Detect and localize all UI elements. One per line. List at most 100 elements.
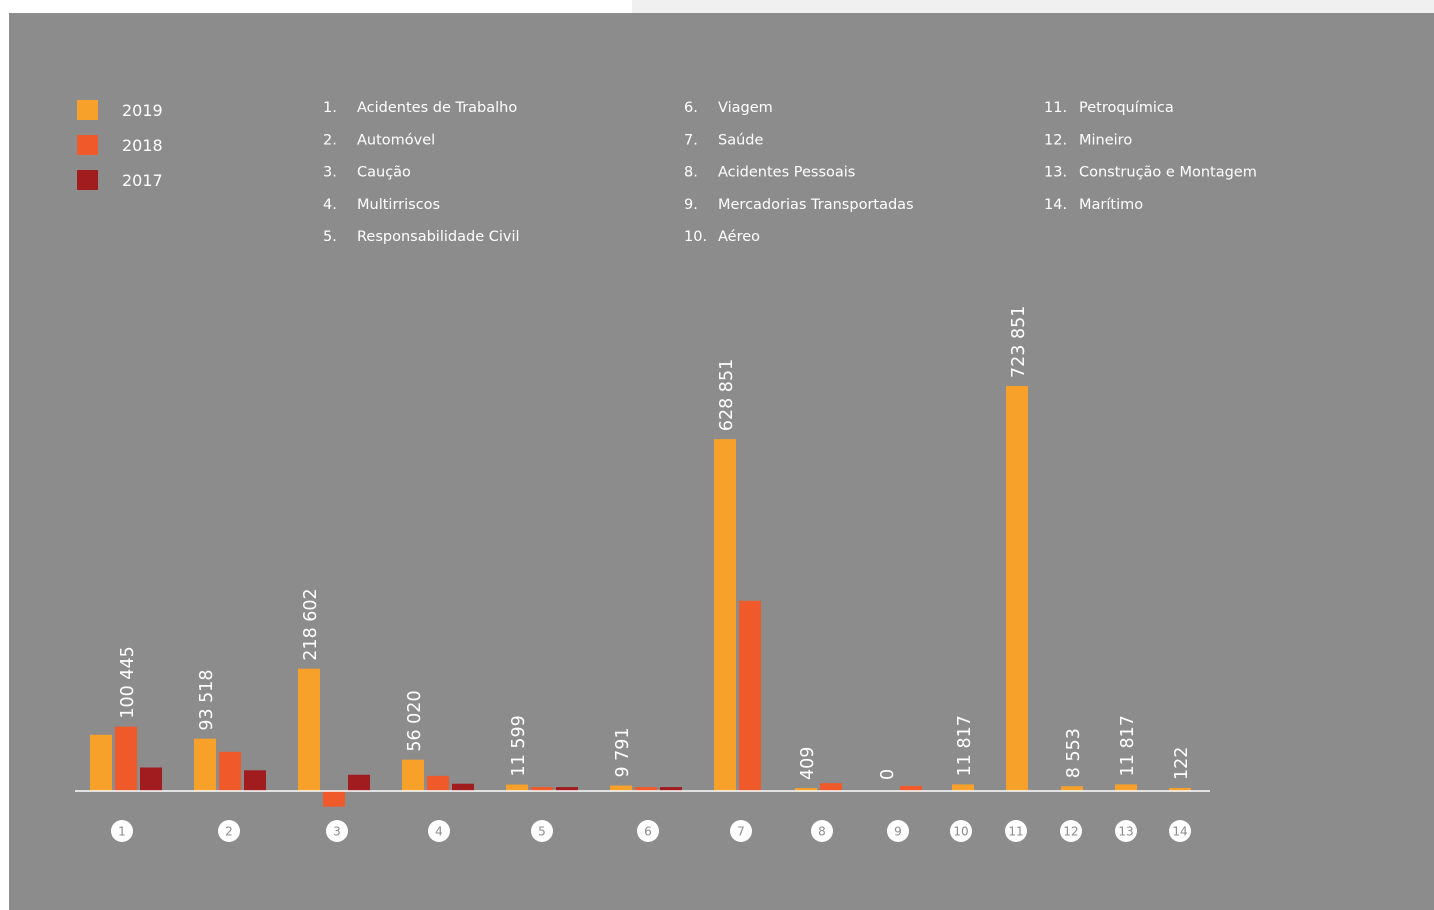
bar-2018-cat-5 (531, 787, 553, 791)
badge-label-14: 14 (1172, 825, 1187, 839)
badge-label-4: 4 (435, 825, 443, 839)
legend-label-2019: 2019 (122, 101, 163, 120)
category-name-5: Responsabilidade Civil (357, 229, 520, 245)
category-name-12: Mineiro (1079, 132, 1132, 148)
bar-2019-cat-6 (610, 785, 632, 791)
bar-2017-cat-1 (140, 767, 162, 791)
bar-2018-cat-2 (219, 751, 241, 791)
badge-label-9: 9 (894, 825, 902, 839)
top-bar-right (632, 0, 1434, 13)
value-label-11: 723 851 (1009, 306, 1029, 378)
category-number-11: 11. (1044, 100, 1067, 116)
badge-label-5: 5 (538, 825, 546, 839)
bar-2019-cat-10 (952, 784, 974, 791)
badge-circle-6 (637, 820, 659, 842)
category-name-13: Construção e Montagem (1079, 165, 1257, 181)
bar-2018-cat-7 (739, 600, 761, 791)
category-name-3: Caução (357, 165, 411, 181)
badge-label-1: 1 (118, 825, 126, 839)
category-name-1: Acidentes de Trabalho (357, 100, 517, 116)
badge-circle-8 (811, 820, 833, 842)
badge-circle-13 (1115, 820, 1137, 842)
bar-2019-cat-13 (1115, 784, 1137, 791)
legend-swatch-2018 (77, 135, 98, 155)
category-name-4: Multirriscos (357, 197, 440, 213)
value-label-6: 9 791 (613, 727, 633, 777)
category-name-7: Saúde (718, 132, 763, 148)
legend-swatch-2017 (77, 170, 98, 190)
top-bar-left (0, 0, 632, 13)
category-number-10: 10. (684, 229, 707, 245)
value-label-9: 0 (878, 769, 898, 780)
value-label-10: 11 817 (955, 715, 975, 776)
value-label-3: 218 602 (301, 588, 321, 660)
legend: 2019 2018 2017 (77, 100, 163, 190)
legend-label-2017: 2017 (122, 171, 163, 190)
bar-2018-cat-4 (427, 775, 449, 791)
category-number-5: 5. (323, 229, 337, 245)
bar-2019-cat-5 (506, 784, 528, 791)
badge-circle-4 (428, 820, 450, 842)
bar-2018-cat-6 (635, 787, 657, 791)
value-label-7: 628 851 (717, 359, 737, 431)
badge-label-8: 8 (818, 825, 826, 839)
category-name-8: Acidentes Pessoais (718, 165, 855, 181)
category-name-6: Viagem (718, 100, 773, 116)
badge-label-10: 10 (953, 825, 968, 839)
category-name-2: Automóvel (357, 132, 435, 148)
bar-2017-cat-3 (348, 774, 370, 791)
value-label-12: 8 553 (1064, 728, 1084, 778)
value-label-4: 56 020 (405, 690, 425, 751)
badge-circle-3 (326, 820, 348, 842)
badge-label-6: 6 (644, 825, 652, 839)
category-number-13: 13. (1044, 165, 1067, 181)
value-label-2: 93 518 (197, 669, 217, 730)
category-number-2: 2. (323, 132, 337, 148)
category-name-10: Aéreo (718, 229, 760, 245)
badge-label-2: 2 (225, 825, 233, 839)
badge-circle-10 (950, 820, 972, 842)
bar-2018-cat-9 (900, 785, 922, 791)
category-badges: 1 2 3 4 5 6 7 8 9 10 11 12 13 14 (111, 820, 1191, 842)
badge-circle-5 (531, 820, 553, 842)
bars (90, 386, 1191, 807)
legend-label-2018: 2018 (122, 136, 163, 155)
value-label-8: 409 (798, 747, 818, 780)
badge-circle-1 (111, 820, 133, 842)
bar-2019-cat-11 (1006, 386, 1028, 791)
value-label-13: 11 817 (1118, 715, 1138, 776)
bar-2017-cat-4 (452, 783, 474, 791)
bar-2019-cat-3 (298, 668, 320, 791)
category-number-7: 7. (684, 132, 698, 148)
value-label-1: 100 445 (118, 646, 138, 718)
badge-label-7: 7 (737, 825, 745, 839)
badge-circle-7 (730, 820, 752, 842)
bar-2019-cat-14 (1169, 788, 1191, 791)
category-number-12: 12. (1044, 132, 1067, 148)
bar-2017-cat-2 (244, 770, 266, 791)
bar-2018-cat-3 (323, 791, 345, 807)
category-list: 1. Acidentes de Trabalho 2. Automóvel 3. Cauç… (323, 100, 1257, 245)
value-label-14: 122 (1172, 747, 1192, 780)
category-number-1: 1. (323, 100, 337, 116)
badge-circle-12 (1060, 820, 1082, 842)
category-name-14: Marítimo (1079, 197, 1143, 213)
badge-circle-2 (218, 820, 240, 842)
category-name-11: Petroquímica (1079, 100, 1174, 116)
category-number-14: 14. (1044, 197, 1067, 213)
bar-2019-cat-4 (402, 759, 424, 791)
bar-2019-cat-2 (194, 738, 216, 791)
bar-2019-cat-7 (714, 439, 736, 791)
badge-label-3: 3 (333, 825, 341, 839)
category-number-3: 3. (323, 165, 337, 181)
category-number-9: 9. (684, 197, 698, 213)
bar-2018-cat-8 (820, 783, 842, 791)
category-name-9: Mercadorias Transportadas (718, 197, 914, 213)
badge-label-12: 12 (1063, 825, 1078, 839)
badge-label-13: 13 (1118, 825, 1133, 839)
value-label-5: 11 599 (509, 715, 529, 776)
value-labels: 100 445 93 518 218 602 56 020 11 599 9 791 628… (118, 306, 1192, 780)
bar-2019-cat-1 (90, 734, 112, 791)
legend-swatch-2019 (77, 100, 98, 120)
